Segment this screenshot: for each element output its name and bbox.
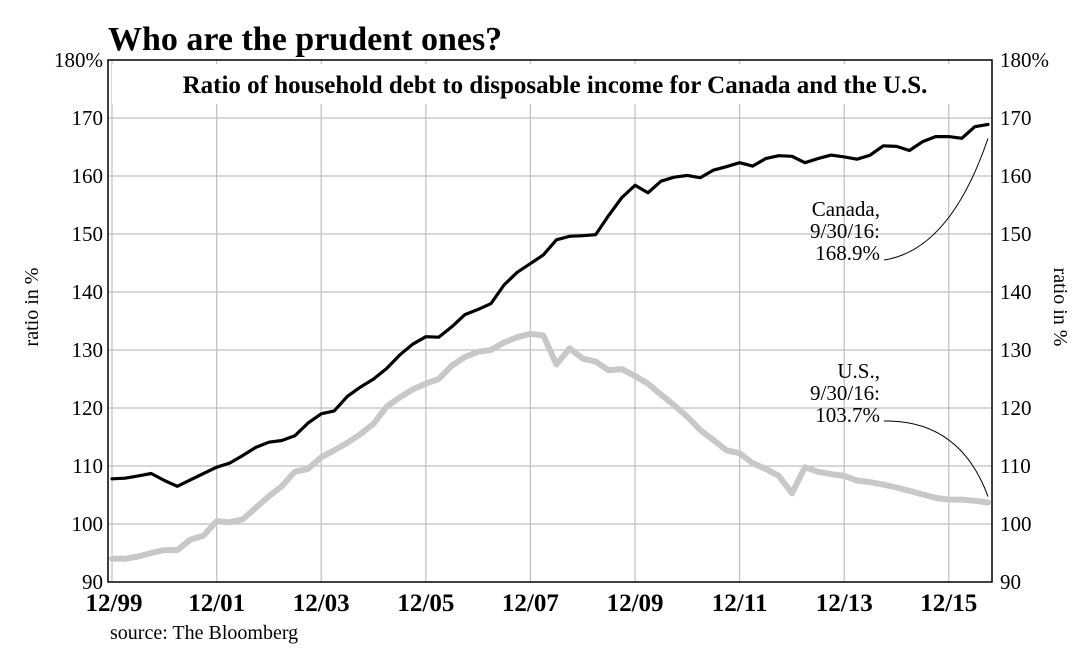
y-tick-label-left: 170 xyxy=(72,106,104,130)
y-ticks-left: 90 100 110 120 130 140 150 160 170 180% xyxy=(54,48,103,594)
y-tick-label-right: 110 xyxy=(1000,454,1031,478)
y-tick-label-left: 100 xyxy=(72,512,104,536)
y-tick-label-left: 140 xyxy=(72,280,104,304)
y-tick-label-right: 170 xyxy=(1000,106,1032,130)
annotations: Canada,9/30/16:168.9%U.S.,9/30/16:103.7% xyxy=(810,197,880,427)
canada-leader-line xyxy=(883,138,989,261)
us-leader-line xyxy=(883,420,989,497)
x-tick-label: 12/07 xyxy=(502,590,559,617)
source-note: source: The Bloomberg xyxy=(110,622,298,644)
y-tick-label-right: 160 xyxy=(1000,164,1032,188)
x-tick-label: 12/05 xyxy=(397,590,454,617)
y-tick-label-left: 150 xyxy=(72,222,104,246)
y-tick-label-left: 110 xyxy=(72,454,103,478)
y-tick-label-right: 140 xyxy=(1000,280,1032,304)
y-tick-label-right: 100 xyxy=(1000,512,1032,536)
x-tick-label: 12/13 xyxy=(816,590,873,617)
grid xyxy=(108,60,992,582)
x-tick-label: 12/15 xyxy=(920,590,977,617)
x-tick-label: 12/09 xyxy=(607,590,664,617)
y-tick-label-right: 90 xyxy=(1000,570,1021,594)
y-tick-label-right: 120 xyxy=(1000,396,1032,420)
canada-annotation-line: Canada, xyxy=(812,197,880,221)
us-annotation-line: U.S., xyxy=(837,359,880,383)
us-annotation-line: 9/30/16: xyxy=(810,381,880,405)
chart-title: Ratio of household debt to disposable in… xyxy=(183,72,928,99)
y-axis-label-right: ratio in % xyxy=(1049,268,1071,347)
y-axis-label-left: ratio in % xyxy=(21,268,43,347)
x-tick-label: 12/11 xyxy=(712,590,768,617)
y-tick-label-left: 160 xyxy=(72,164,104,188)
x-ticks: 12/99 12/01 12/03 12/05 12/07 12/09 12/11 12/13… xyxy=(86,590,978,617)
y-tick-label-left: 180% xyxy=(54,48,103,72)
chart-title-background xyxy=(112,64,988,104)
x-tick-label: 12/01 xyxy=(188,590,245,617)
us-series-line xyxy=(109,330,991,562)
page-title: Who are the prudent ones? xyxy=(108,21,502,58)
series-lines xyxy=(109,122,991,562)
canada-series-line xyxy=(110,122,990,488)
canada-annotation-line: 168.9% xyxy=(815,241,880,265)
y-ticks-right: 90 100 110 120 130 140 150 160 170 180% xyxy=(1000,48,1049,594)
plot-frame xyxy=(107,59,993,583)
annotation-leaders xyxy=(883,138,989,497)
y-tick-label-right: 150 xyxy=(1000,222,1032,246)
us-annotation-line: 103.7% xyxy=(815,403,880,427)
y-tick-label-right: 130 xyxy=(1000,338,1032,362)
y-tick-label-left: 130 xyxy=(72,338,104,362)
x-tick-label: 12/03 xyxy=(293,590,350,617)
y-tick-label-right: 180% xyxy=(1000,48,1049,72)
y-tick-label-left: 120 xyxy=(72,396,104,420)
x-tick-label: 12/99 xyxy=(86,590,143,617)
y-tick-label-left: 90 xyxy=(82,570,103,594)
canada-annotation-line: 9/30/16: xyxy=(810,219,880,243)
